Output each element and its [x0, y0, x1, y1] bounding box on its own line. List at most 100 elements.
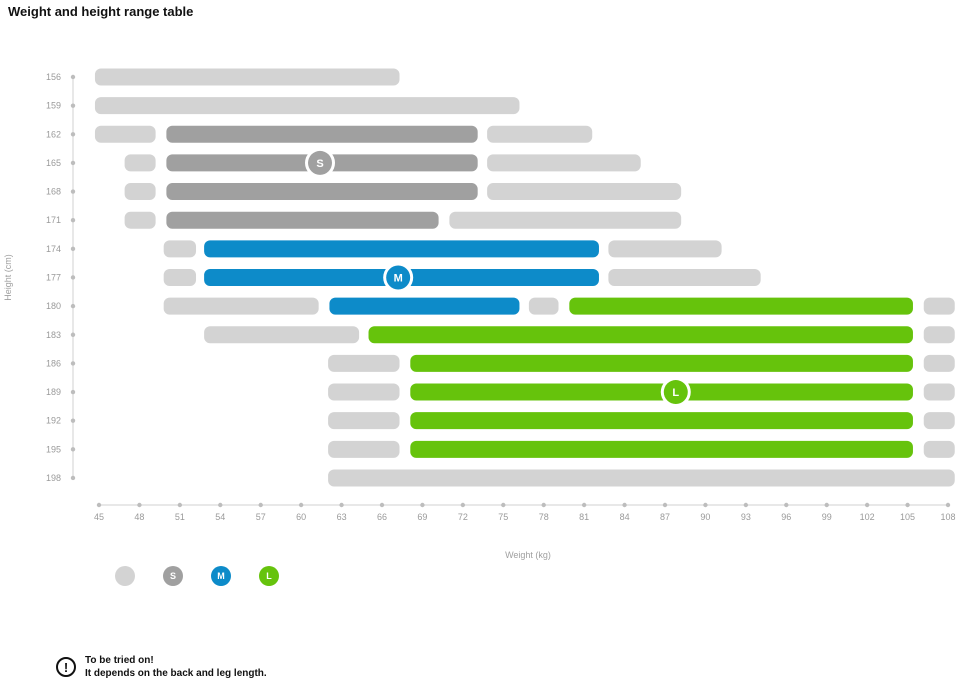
y-tick-dot — [70, 275, 76, 280]
range-bar-unsized — [923, 297, 955, 315]
range-bar-unsized — [608, 268, 761, 286]
y-tick-label: 180 — [46, 301, 61, 311]
y-tick-dot — [70, 103, 76, 108]
range-bar-unsized — [163, 297, 319, 315]
x-tick-dot — [137, 502, 142, 508]
legend-swatch-m — [211, 566, 231, 586]
size-badge-m — [386, 265, 411, 290]
range-bar-s — [166, 211, 439, 229]
legend-swatch-s — [163, 566, 183, 586]
range-bar-l — [569, 297, 913, 315]
x-tick-label: 78 — [539, 512, 549, 522]
range-bar-m — [329, 297, 520, 315]
x-tick-dot — [420, 502, 425, 508]
range-bar-unsized — [124, 154, 156, 172]
note-text: To be tried on! It depends on the back a… — [85, 654, 267, 680]
range-bar-l — [368, 326, 913, 344]
y-tick-label: 174 — [46, 244, 61, 254]
range-bar-s — [166, 183, 478, 201]
y-tick-dot — [70, 189, 76, 194]
y-tick-dot — [70, 303, 76, 309]
range-bar-unsized — [94, 97, 520, 115]
x-tick-label: 108 — [940, 512, 955, 522]
legend-swatch-unsized — [115, 566, 135, 586]
range-bar-unsized — [923, 354, 955, 372]
y-tick-dot — [70, 418, 76, 423]
x-tick-label: 60 — [296, 512, 306, 522]
x-tick-dot — [703, 502, 708, 508]
range-bar-unsized — [328, 440, 400, 458]
y-tick-label: 192 — [46, 416, 61, 426]
range-bar-unsized — [487, 183, 682, 201]
x-tick-label: 51 — [175, 512, 185, 522]
x-tick-label: 57 — [256, 512, 266, 522]
y-tick-label: 198 — [46, 473, 61, 483]
legend-swatch-l — [259, 566, 279, 586]
y-axis-title: Height (cm) — [3, 254, 13, 301]
x-tick-dot — [864, 502, 870, 508]
y-tick-dot — [70, 218, 76, 223]
x-tick-dot — [581, 502, 587, 508]
note-line-1: To be tried on! — [85, 655, 154, 666]
range-bar-unsized — [328, 412, 400, 430]
x-tick-label: 63 — [337, 512, 347, 522]
x-tick-dot — [824, 502, 829, 508]
range-bar-unsized — [487, 154, 641, 172]
x-tick-label: 87 — [660, 512, 670, 522]
x-tick-dot — [905, 502, 910, 508]
y-tick-label: 189 — [46, 387, 61, 397]
x-axis-title: Weight (kg) — [505, 550, 551, 560]
y-tick-dot — [70, 475, 76, 481]
x-tick-dot — [298, 502, 304, 508]
size-badge-label: L — [672, 387, 679, 399]
x-tick-label: 45 — [94, 512, 104, 522]
x-tick-label: 102 — [860, 512, 875, 522]
range-bar-unsized — [94, 68, 400, 86]
range-bar-l — [410, 440, 913, 458]
x-tick-label: 48 — [134, 512, 144, 522]
y-tick-label: 177 — [46, 272, 61, 282]
range-bar-s — [166, 125, 478, 143]
range-bar-unsized — [528, 297, 559, 315]
legend-label: L — [266, 571, 272, 581]
x-tick-label: 75 — [498, 512, 508, 522]
y-tick-label: 156 — [46, 72, 61, 82]
x-tick-dot — [501, 502, 506, 508]
range-bar-m — [204, 240, 599, 258]
range-bar-unsized — [608, 240, 722, 258]
y-tick-label: 171 — [46, 215, 61, 225]
page-title: Weight and height range table — [8, 4, 194, 19]
try-on-note: ! To be tried on! It depends on the back… — [56, 654, 267, 680]
y-tick-label: 195 — [46, 444, 61, 454]
note-line-2: It depends on the back and leg length. — [85, 668, 267, 679]
range-bar-unsized — [328, 354, 400, 372]
y-tick-label: 162 — [46, 129, 61, 139]
range-bar-unsized — [124, 183, 156, 201]
x-tick-dot — [662, 502, 668, 508]
x-tick-dot — [96, 502, 102, 508]
range-bar-unsized — [923, 440, 955, 458]
range-bar-unsized — [923, 326, 955, 344]
range-bar-unsized — [328, 469, 955, 487]
x-tick-dot — [622, 502, 627, 508]
size-badge-l — [663, 380, 688, 405]
legend-label: M — [217, 571, 225, 581]
y-tick-dot — [70, 160, 76, 166]
size-badge-label: M — [394, 272, 403, 284]
y-tick-dot — [70, 361, 76, 366]
x-tick-label: 93 — [741, 512, 751, 522]
range-bar-unsized — [163, 240, 197, 258]
range-bar-unsized — [94, 125, 156, 143]
size-badge-label: S — [316, 158, 323, 170]
size-badge-s — [308, 150, 333, 175]
y-tick-dot — [70, 332, 76, 337]
x-tick-dot — [541, 502, 546, 508]
y-tick-dot — [70, 74, 76, 80]
range-bar-unsized — [204, 326, 360, 344]
range-bar-unsized — [124, 211, 156, 229]
x-tick-label: 96 — [781, 512, 791, 522]
y-tick-label: 159 — [46, 101, 61, 111]
y-tick-dot — [70, 389, 76, 395]
x-tick-dot — [379, 502, 385, 508]
